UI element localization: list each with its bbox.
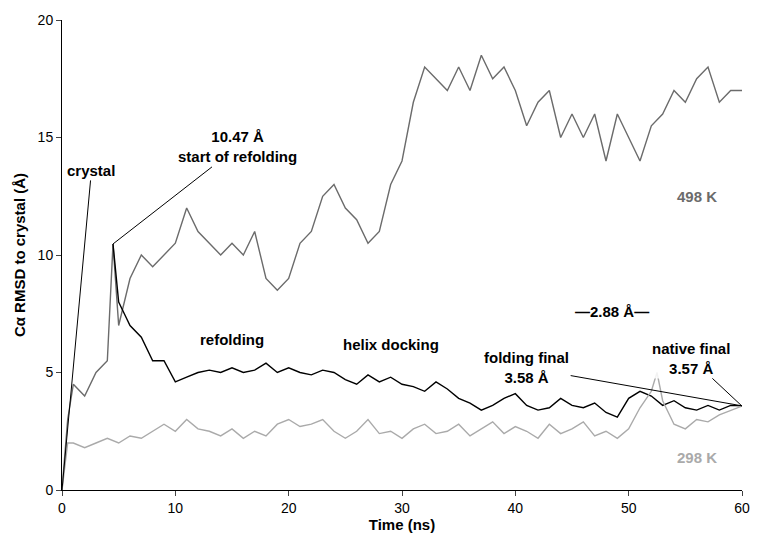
svg-text:—2.88 Å—: —2.88 Å—	[575, 303, 649, 320]
svg-text:0: 0	[58, 500, 66, 516]
svg-text:native final3.57 Å: native final3.57 Å	[652, 340, 730, 377]
svg-text:folding final3.58 Å: folding final3.58 Å	[484, 349, 569, 386]
svg-text:Time (ns): Time (ns)	[369, 516, 435, 533]
svg-text:crystal: crystal	[67, 162, 115, 179]
svg-text:40: 40	[508, 500, 524, 516]
svg-text:Cα RMSD to crystal (Å): Cα RMSD to crystal (Å)	[11, 173, 28, 337]
svg-text:30: 30	[394, 500, 410, 516]
svg-text:15: 15	[38, 129, 54, 145]
svg-text:50: 50	[621, 500, 637, 516]
svg-text:5: 5	[45, 364, 53, 380]
svg-text:298 K: 298 K	[677, 449, 717, 466]
svg-text:helix docking: helix docking	[343, 336, 439, 353]
svg-text:10: 10	[38, 247, 54, 263]
svg-text:498 K: 498 K	[677, 188, 717, 205]
svg-text:refolding: refolding	[200, 331, 264, 348]
svg-text:10.47 Åstart of refolding: 10.47 Åstart of refolding	[178, 128, 297, 165]
svg-text:60: 60	[734, 500, 750, 516]
svg-text:10: 10	[168, 500, 184, 516]
svg-text:20: 20	[281, 500, 297, 516]
svg-text:0: 0	[45, 482, 53, 498]
svg-text:20: 20	[38, 12, 54, 28]
